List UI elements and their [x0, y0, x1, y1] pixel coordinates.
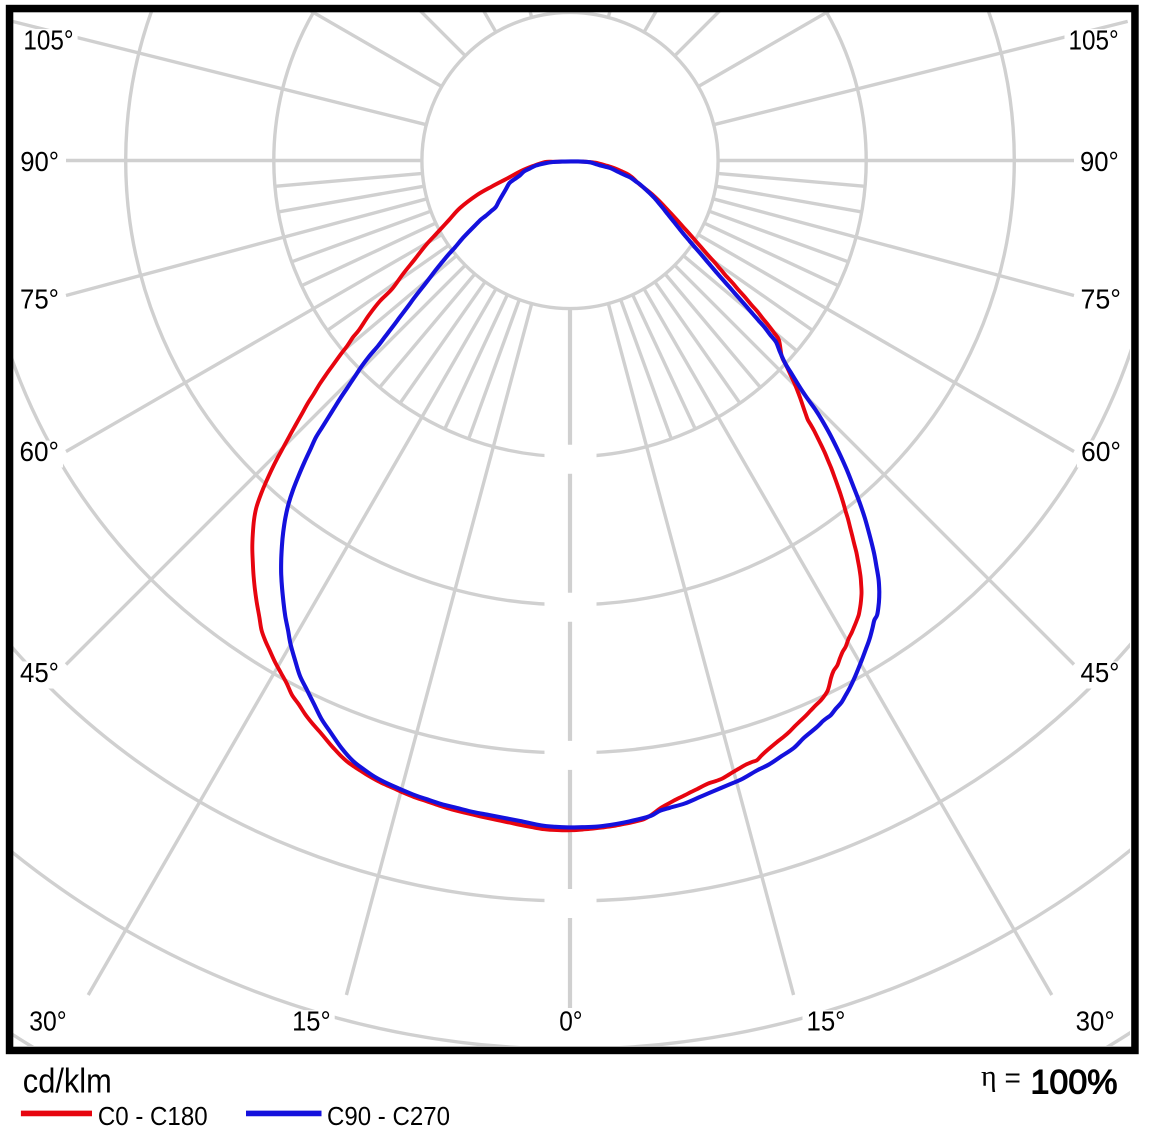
svg-text:30°: 30° [29, 1006, 66, 1037]
svg-text:75°: 75° [1081, 284, 1122, 315]
svg-text:45°: 45° [1081, 657, 1120, 688]
svg-text:η: η [981, 1060, 997, 1093]
svg-text:105°: 105° [23, 25, 73, 56]
svg-text:C90 - C270: C90 - C270 [327, 1101, 450, 1131]
svg-text:90°: 90° [20, 146, 59, 177]
svg-text:15°: 15° [807, 1006, 846, 1037]
svg-text:C0 - C180: C0 - C180 [98, 1101, 208, 1131]
svg-text:105°: 105° [1069, 25, 1119, 56]
svg-text:cd/klm: cd/klm [23, 1063, 112, 1101]
svg-text:60°: 60° [20, 436, 60, 467]
svg-text:90°: 90° [1080, 146, 1119, 177]
svg-text:30°: 30° [1076, 1006, 1115, 1037]
svg-text:45°: 45° [20, 657, 59, 688]
svg-text:100%: 100% [1031, 1064, 1118, 1102]
svg-text:75°: 75° [20, 284, 59, 315]
svg-text:=: = [1005, 1062, 1021, 1093]
svg-text:0°: 0° [559, 1006, 582, 1037]
svg-text:60°: 60° [1081, 436, 1121, 467]
svg-text:15°: 15° [292, 1006, 331, 1037]
